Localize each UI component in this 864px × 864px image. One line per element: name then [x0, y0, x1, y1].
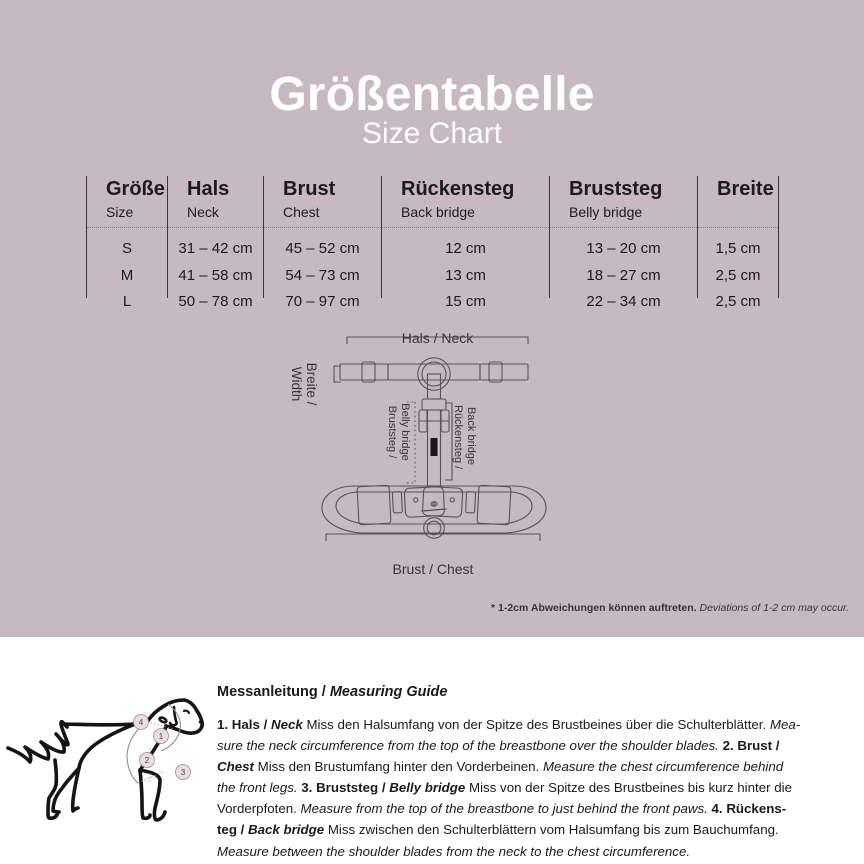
- svg-text:1: 1: [159, 732, 164, 741]
- svg-text:2: 2: [145, 756, 150, 765]
- svg-text:3: 3: [181, 768, 186, 777]
- svg-text:4: 4: [139, 718, 144, 727]
